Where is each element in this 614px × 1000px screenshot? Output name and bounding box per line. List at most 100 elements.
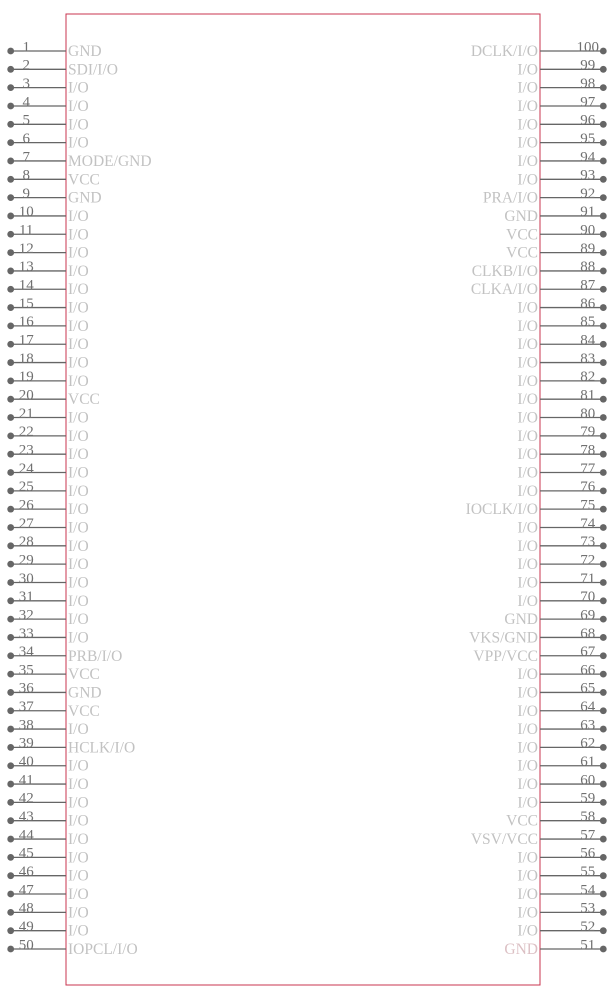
svg-text:97: 97	[580, 94, 596, 110]
svg-text:65: 65	[580, 681, 595, 697]
svg-text:VCC: VCC	[68, 703, 100, 720]
svg-text:34: 34	[19, 644, 35, 660]
svg-text:I/O: I/O	[517, 666, 538, 683]
svg-text:I/O: I/O	[68, 574, 89, 591]
svg-text:I/O: I/O	[517, 61, 538, 78]
svg-text:2: 2	[22, 58, 30, 74]
svg-text:6: 6	[22, 131, 30, 147]
svg-text:68: 68	[580, 626, 595, 642]
svg-text:13: 13	[19, 259, 34, 275]
svg-text:VPP/VCC: VPP/VCC	[473, 648, 538, 665]
svg-text:41: 41	[19, 772, 34, 788]
svg-text:76: 76	[580, 479, 596, 495]
svg-text:87: 87	[580, 278, 596, 294]
svg-text:IOCLK/I/O: IOCLK/I/O	[466, 501, 538, 518]
svg-text:16: 16	[19, 314, 35, 330]
svg-text:56: 56	[580, 846, 596, 862]
svg-text:33: 33	[19, 626, 34, 642]
svg-text:MODE/GND: MODE/GND	[68, 153, 152, 170]
svg-text:46: 46	[19, 864, 35, 880]
svg-text:26: 26	[19, 497, 35, 513]
svg-text:71: 71	[580, 571, 595, 587]
svg-text:59: 59	[580, 791, 595, 807]
svg-text:81: 81	[580, 388, 595, 404]
svg-text:I/O: I/O	[517, 868, 538, 885]
svg-text:I/O: I/O	[517, 318, 538, 335]
svg-text:CLKB/I/O: CLKB/I/O	[472, 263, 538, 280]
svg-text:39: 39	[19, 736, 34, 752]
svg-text:I/O: I/O	[517, 758, 538, 775]
svg-text:PRB/I/O: PRB/I/O	[68, 648, 122, 665]
svg-text:99: 99	[580, 58, 595, 74]
svg-text:VCC: VCC	[506, 813, 538, 830]
svg-text:31: 31	[19, 589, 34, 605]
svg-text:I/O: I/O	[68, 355, 89, 372]
svg-text:84: 84	[580, 333, 596, 349]
svg-text:19: 19	[19, 369, 34, 385]
svg-text:I/O: I/O	[68, 483, 89, 500]
svg-text:49: 49	[19, 919, 34, 935]
svg-text:VCC: VCC	[68, 666, 100, 683]
svg-text:8: 8	[22, 168, 30, 184]
svg-text:85: 85	[580, 314, 595, 330]
svg-text:I/O: I/O	[68, 80, 89, 97]
svg-text:I/O: I/O	[68, 226, 89, 243]
svg-text:32: 32	[19, 607, 34, 623]
svg-text:I/O: I/O	[517, 98, 538, 115]
svg-text:24: 24	[19, 461, 35, 477]
svg-text:I/O: I/O	[68, 538, 89, 555]
svg-text:1: 1	[22, 39, 30, 55]
svg-text:61: 61	[580, 754, 595, 770]
svg-text:I/O: I/O	[68, 886, 89, 903]
svg-text:I/O: I/O	[68, 923, 89, 940]
svg-text:GND: GND	[504, 611, 538, 628]
svg-text:42: 42	[19, 791, 34, 807]
svg-text:64: 64	[580, 699, 596, 715]
svg-text:86: 86	[580, 296, 596, 312]
svg-text:VCC: VCC	[68, 391, 100, 408]
svg-text:70: 70	[580, 589, 595, 605]
svg-text:52: 52	[580, 919, 595, 935]
svg-text:I/O: I/O	[517, 483, 538, 500]
svg-text:93: 93	[580, 168, 595, 184]
svg-text:I/O: I/O	[68, 263, 89, 280]
svg-text:I/O: I/O	[517, 446, 538, 463]
svg-text:10: 10	[19, 204, 34, 220]
svg-text:30: 30	[19, 571, 34, 587]
svg-text:I/O: I/O	[517, 721, 538, 738]
svg-text:I/O: I/O	[68, 758, 89, 775]
svg-text:88: 88	[580, 259, 595, 275]
svg-text:I/O: I/O	[68, 446, 89, 463]
svg-text:I/O: I/O	[517, 355, 538, 372]
svg-text:VCC: VCC	[506, 226, 538, 243]
svg-text:I/O: I/O	[68, 904, 89, 921]
svg-text:51: 51	[580, 937, 595, 953]
svg-text:I/O: I/O	[517, 886, 538, 903]
svg-text:I/O: I/O	[68, 794, 89, 811]
svg-text:I/O: I/O	[68, 428, 89, 445]
svg-text:I/O: I/O	[68, 373, 89, 390]
svg-text:I/O: I/O	[68, 318, 89, 335]
svg-text:66: 66	[580, 662, 596, 678]
svg-text:I/O: I/O	[517, 593, 538, 610]
svg-text:I/O: I/O	[517, 904, 538, 921]
svg-text:I/O: I/O	[68, 611, 89, 628]
svg-text:5: 5	[22, 113, 30, 129]
svg-text:VCC: VCC	[68, 171, 100, 188]
svg-text:21: 21	[19, 406, 34, 422]
svg-text:IOPCL/I/O: IOPCL/I/O	[68, 941, 138, 958]
svg-text:14: 14	[19, 278, 35, 294]
svg-text:69: 69	[580, 607, 595, 623]
svg-text:VSV/VCC: VSV/VCC	[471, 831, 538, 848]
svg-text:SDI/I/O: SDI/I/O	[68, 61, 118, 78]
svg-text:I/O: I/O	[517, 410, 538, 427]
svg-text:I/O: I/O	[517, 794, 538, 811]
svg-text:VKS/GND: VKS/GND	[469, 629, 538, 646]
svg-text:17: 17	[19, 333, 35, 349]
svg-text:I/O: I/O	[68, 519, 89, 536]
svg-text:92: 92	[580, 186, 595, 202]
svg-text:I/O: I/O	[517, 171, 538, 188]
svg-text:I/O: I/O	[517, 703, 538, 720]
svg-text:18: 18	[19, 351, 34, 367]
svg-text:83: 83	[580, 351, 595, 367]
